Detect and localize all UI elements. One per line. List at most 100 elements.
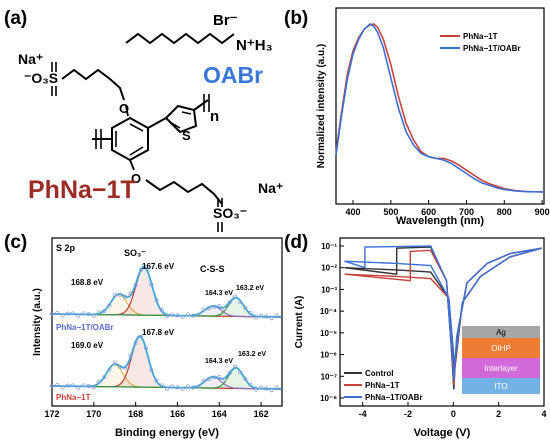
- peak-label-top-3: 164.3 eV: [205, 290, 233, 297]
- peak-label-bottom-4: 163.2 eV: [238, 351, 266, 358]
- bromide-label: Br⁻: [213, 12, 238, 29]
- y-axis-label-b: Normalized intensity (a.u.): [316, 44, 327, 168]
- x-tick-label-b: 400: [346, 207, 361, 217]
- device-layer-oihp: [462, 338, 540, 358]
- oxygen-bottom: O: [131, 171, 141, 186]
- raw-data-point: [55, 310, 60, 315]
- legend-label-phna-oabr-d: PhNa−1T/OABr: [365, 393, 423, 402]
- raw-data-point: [217, 374, 222, 379]
- raw-data-point: [243, 305, 248, 310]
- x-tick-label-d: 0: [451, 409, 456, 419]
- raw-data-point: [243, 376, 248, 381]
- device-layer-label: Interlayer: [484, 364, 518, 373]
- raw-data-point: [196, 384, 201, 389]
- x-tick-label-d: -2: [404, 409, 412, 419]
- css-annotation: C-S-S: [200, 264, 225, 274]
- axis-ticks-d: -4 -2 0 2 4 10⁻⁸ 10⁻⁷ 10⁻⁶ 10⁻⁵ 10⁻⁴ 10⁻³ 10⁻² 10⁻¹: [320, 242, 547, 419]
- peak-label-bottom-3: 164.3 eV: [205, 358, 233, 365]
- legend-label-control: Control: [365, 369, 393, 378]
- raw-data-point: [185, 384, 190, 389]
- raw-data-point: [212, 375, 216, 380]
- x-tick-label-b: 900: [535, 207, 550, 217]
- raw-data-point: [185, 312, 190, 317]
- peak-label-top-2: 167.6 eV: [142, 262, 175, 271]
- raw-data-point: [238, 300, 243, 305]
- x-tick-label-c: 170: [86, 409, 101, 419]
- y-tick-label-d: 10⁻⁶: [320, 351, 337, 360]
- pl-series-line-1: [335, 22, 545, 193]
- raw-data-point: [86, 312, 91, 317]
- raw-data-point: [112, 360, 117, 365]
- series-lines-b: [335, 22, 545, 193]
- raw-data-point: [81, 383, 86, 388]
- sulfur-atom: S: [182, 128, 191, 143]
- legend-b: PhNa−1T PhNa−1T/OABr: [440, 32, 521, 53]
- panel-a: (a) Br⁻ N⁺H₃ OABr Na⁺ ⁻O₃S O S n: [4, 8, 283, 232]
- x-ticks-c: 172 170 168 166 164 162: [44, 402, 269, 419]
- x-axis-label-c: Binding energy (eV): [115, 427, 219, 439]
- raw-data-point: [91, 313, 96, 318]
- panel-b: (b) 400 500 600 700 800 900 PhNa−1T PhNa−1T/O…: [284, 7, 550, 227]
- x-tick-label-c: 164: [212, 409, 227, 419]
- raw-data-point: [222, 306, 227, 311]
- device-layer-label: OIHP: [491, 344, 511, 353]
- raw-data-point: [123, 295, 128, 299]
- series-label-bottom: PhNa−1T: [56, 393, 91, 402]
- peak-label-top-1: 168.8 eV: [71, 278, 104, 287]
- y-tick-label-d: 10⁻⁸: [320, 394, 337, 403]
- x-axis-label-d: Voltage (V): [414, 427, 471, 439]
- panel-label-b: (b): [284, 8, 308, 29]
- raw-data-point: [97, 310, 101, 315]
- raw-data-point: [253, 387, 258, 392]
- x-axis-label-b: Wavelength (nm): [396, 215, 485, 227]
- raw-data-point: [138, 334, 143, 339]
- y-tick-label-d: 10⁻⁴: [320, 307, 337, 316]
- raw-data-point: [227, 370, 232, 375]
- raw-data-point: [269, 316, 274, 321]
- raw-data-point: [118, 364, 122, 369]
- raw-data-point: [154, 378, 159, 383]
- raw-data-point: [175, 313, 180, 318]
- legend-d: Control PhNa−1T PhNa−1T/OABr: [344, 369, 423, 402]
- raw-data-point: [50, 383, 54, 388]
- plot-frame-c: [51, 237, 283, 407]
- x-tick-label-b: 600: [421, 207, 436, 217]
- legend-label-phna-oabr: PhNa−1T/OABr: [463, 44, 521, 53]
- sodium-right-label: Na⁺: [258, 180, 283, 196]
- raw-data-point: [217, 303, 222, 308]
- raw-data-point: [269, 388, 274, 393]
- x-tick-label-c: 172: [44, 409, 59, 419]
- raw-data-point: [180, 315, 185, 320]
- raw-data-point: [274, 313, 279, 318]
- ammonium-label: N⁺H₃: [236, 37, 273, 54]
- raw-data-point: [233, 364, 237, 369]
- panel-d: (d) -4 -2 0 2 4 10⁻⁸ 10⁻⁷ 10⁻⁶ 10⁻⁵ 10⁻⁴ 10⁻³ 10⁻² 1…: [284, 232, 547, 439]
- raw-data-point: [123, 365, 128, 370]
- x-tick-label-c: 166: [170, 409, 185, 419]
- peak-label-bottom-2: 167.8 eV: [142, 328, 175, 337]
- thiophene-ring: [164, 104, 198, 134]
- repeat-unit-n: n: [210, 108, 219, 125]
- left-butyl-chain: [61, 68, 125, 101]
- y-tick-label-d: 10⁻⁷: [321, 372, 337, 381]
- raw-data-point: [227, 300, 232, 305]
- panel-label-d: (d): [284, 232, 308, 253]
- raw-data-point: [133, 340, 138, 345]
- y-tick-label-d: 10⁻²: [321, 264, 337, 273]
- raw-data-point: [191, 385, 196, 390]
- s2p-tag: S 2p: [56, 243, 76, 253]
- x-tick-label-c: 162: [254, 409, 269, 419]
- raw-data-point: [112, 293, 117, 298]
- device-layer-label: ITO: [494, 382, 507, 391]
- raw-data-point: [65, 311, 70, 316]
- plot-frame-d: [339, 237, 545, 407]
- raw-data-point: [118, 292, 122, 297]
- raw-data-point: [86, 384, 91, 388]
- plot-frame-b: [335, 7, 545, 205]
- device-layer-interlayer: [462, 358, 540, 378]
- panel-c: (c) 172 170 168 166 164 162 S 2p SO₃⁻ C-S-S 1…: [4, 232, 283, 439]
- raw-data-point: [170, 384, 175, 389]
- device-stack: Ag OIHP Interlayer ITO: [462, 326, 540, 394]
- raw-data-point: [180, 387, 185, 392]
